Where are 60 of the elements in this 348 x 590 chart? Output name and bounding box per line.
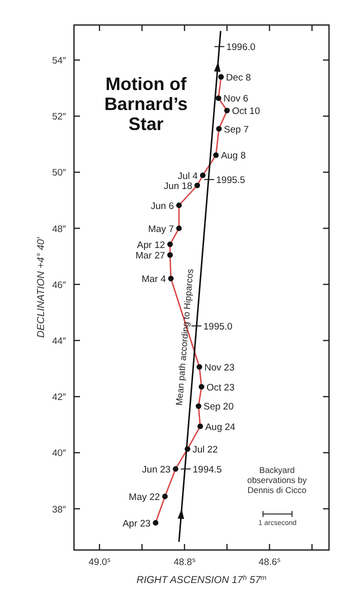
data-label: Mar 27 [135, 250, 166, 262]
annotation: 1994.5 [192, 464, 222, 476]
point [172, 466, 178, 472]
data-label: Nov 6 [224, 94, 248, 105]
annotation: 1995.0 [203, 321, 232, 332]
x-tick-label: 48.8$^{s}$ [174, 556, 196, 568]
data-label: Mar 4 [142, 274, 166, 286]
data-label: Jun 18 [164, 180, 192, 192]
y-tick-label: 40″ [52, 448, 67, 460]
y-axis-title: DECLINATION +4° 40′ [36, 236, 47, 338]
y-tick-label: 54″ [52, 56, 67, 67]
point [167, 252, 173, 258]
y-tick-label: 44″ [52, 336, 67, 348]
data-label: Dec 8 [226, 72, 251, 84]
data-label: Nov 23 [204, 362, 234, 374]
y-tick-label: 50″ [52, 168, 67, 179]
point [194, 182, 200, 188]
data-label: Apr 12 [137, 240, 166, 251]
y-tick-label: 48″ [52, 224, 67, 235]
annotation: Backyard observations by Dennis di Cicco [247, 465, 308, 495]
data-label: Jun 23 [142, 464, 171, 476]
data-label: Sep 20 [204, 402, 234, 413]
data-label: May 22 [128, 492, 160, 503]
data-label: Apr 23 [122, 518, 151, 530]
text: Mean path according to Hipparcos [174, 268, 196, 406]
point [167, 242, 173, 248]
data-label: Aug 8 [220, 150, 246, 162]
point [224, 108, 230, 114]
data-label: Aug 24 [205, 422, 236, 433]
data-label: Sep 7 [224, 124, 249, 136]
y-tick-label: 52″ [52, 112, 67, 123]
x-tick-label: 49.0$^{s}$ [88, 556, 112, 568]
x-axis-title: RIGHT ASCENSION 17$^{h}$ 57$^{m}$ [136, 574, 267, 586]
data-label: Oct 23 [206, 382, 234, 394]
point [176, 226, 182, 232]
point [216, 95, 222, 101]
point [196, 364, 202, 370]
annotation: 1995.5 [216, 175, 246, 186]
point [213, 152, 219, 158]
data-label: Jun 6 [150, 200, 174, 212]
point [198, 384, 204, 390]
data-label: Jul 4 [178, 170, 198, 182]
x-tick-label: 48.6$^{s}$ [258, 556, 282, 568]
point [216, 126, 222, 132]
point [152, 520, 158, 526]
annotation: 1996.0 [226, 42, 256, 54]
y-tick-label: 42″ [52, 392, 67, 404]
point [176, 202, 182, 208]
point [196, 403, 202, 409]
y-tick-label: 38″ [52, 504, 67, 516]
data-label: Oct 10 [232, 106, 260, 118]
data-label: May 7 [148, 224, 174, 235]
point [218, 74, 224, 80]
text: Motion of Barnard’s Star [104, 74, 188, 134]
data-label: Jul 22 [192, 444, 218, 456]
point [197, 424, 204, 430]
point [168, 276, 174, 282]
point [200, 172, 206, 178]
point [162, 494, 168, 500]
y-tick-label: 46″ [52, 280, 67, 291]
